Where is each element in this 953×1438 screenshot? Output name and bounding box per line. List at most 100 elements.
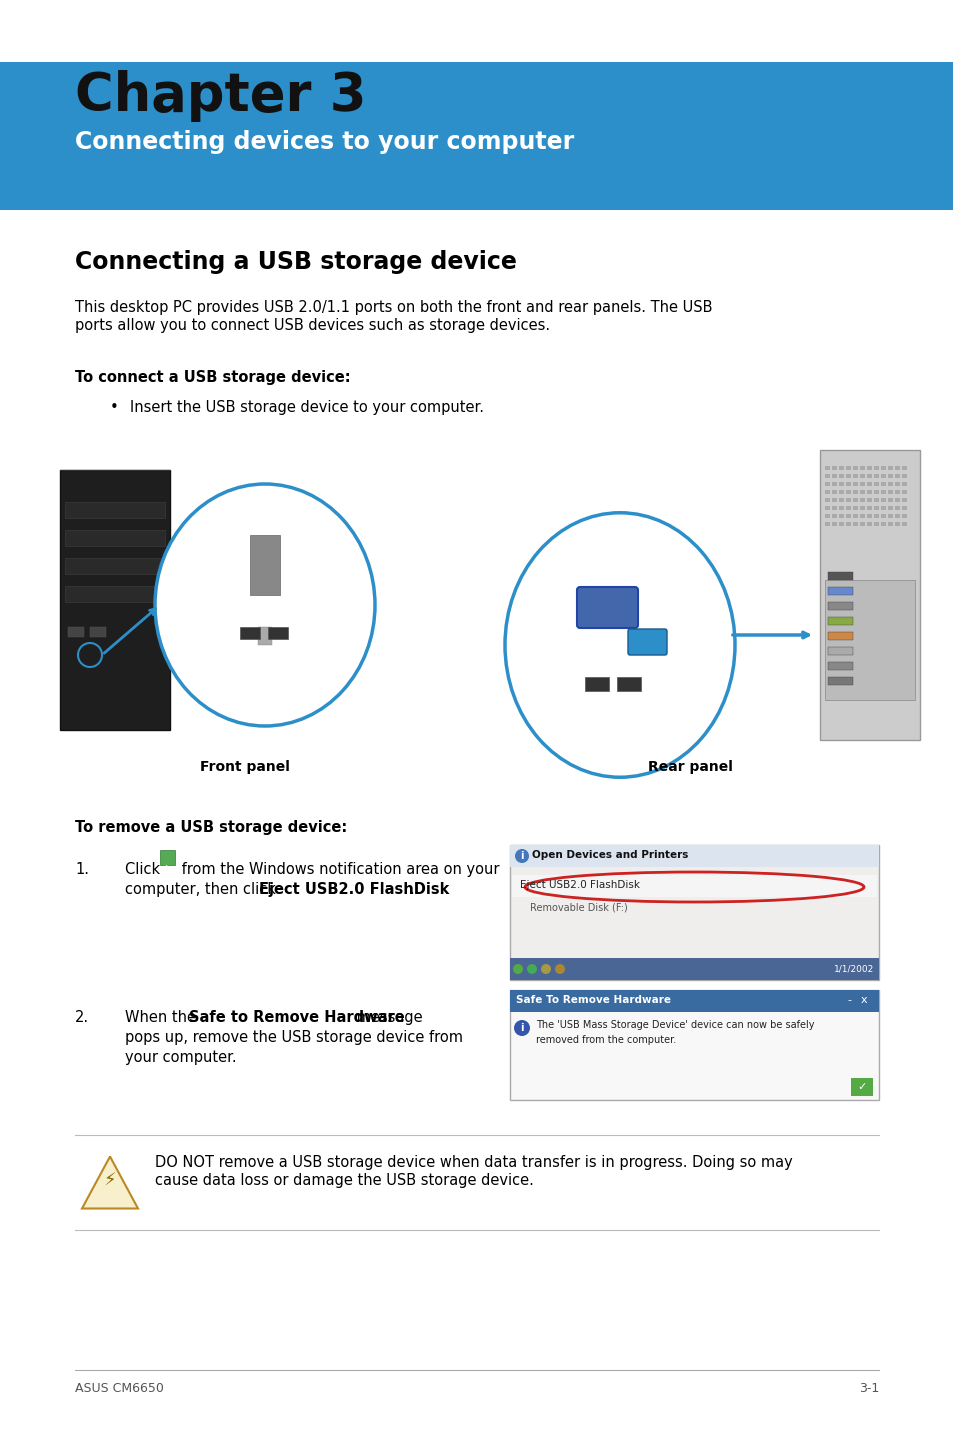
Bar	[824, 580, 914, 700]
Bar	[845, 490, 850, 495]
Text: The 'USB Mass Storage Device' device can now be safely: The 'USB Mass Storage Device' device can…	[536, 1020, 814, 1030]
Text: Rear panel: Rear panel	[647, 761, 732, 774]
Bar	[880, 482, 885, 486]
Bar	[859, 490, 864, 495]
Circle shape	[526, 963, 537, 974]
Text: •: •	[110, 400, 118, 416]
Text: ✓: ✓	[857, 1081, 865, 1091]
Bar	[845, 506, 850, 510]
Bar	[887, 513, 892, 518]
Bar	[827, 572, 852, 580]
Text: from the Windows notification area on your: from the Windows notification area on yo…	[177, 861, 499, 877]
Text: Safe To Remove Hardware: Safe To Remove Hardware	[516, 995, 670, 1005]
Bar	[866, 490, 871, 495]
Text: cause data loss or damage the USB storage device.: cause data loss or damage the USB storag…	[154, 1173, 534, 1188]
Bar	[873, 466, 878, 470]
Text: x: x	[861, 995, 866, 1005]
Bar	[866, 522, 871, 526]
Bar	[824, 513, 829, 518]
Text: i: i	[519, 851, 523, 861]
Bar	[887, 475, 892, 477]
Bar	[65, 587, 165, 603]
Bar	[838, 498, 843, 502]
Bar	[838, 466, 843, 470]
Bar	[827, 647, 852, 654]
Bar	[852, 466, 857, 470]
Bar	[852, 498, 857, 502]
Bar	[880, 498, 885, 502]
Bar	[257, 627, 272, 646]
Bar	[887, 490, 892, 495]
Bar	[873, 482, 878, 486]
Bar	[866, 475, 871, 477]
Bar	[510, 958, 878, 981]
Text: message: message	[352, 1009, 422, 1025]
Bar	[65, 531, 165, 546]
Bar	[894, 466, 899, 470]
Bar	[880, 490, 885, 495]
Text: ports allow you to connect USB devices such as storage devices.: ports allow you to connect USB devices s…	[75, 318, 550, 334]
Bar	[887, 506, 892, 510]
Bar	[852, 513, 857, 518]
Bar	[831, 498, 836, 502]
Bar	[827, 603, 852, 610]
Text: removed from the computer.: removed from the computer.	[536, 1035, 676, 1045]
Bar	[845, 498, 850, 502]
Bar	[845, 475, 850, 477]
Bar	[820, 450, 919, 741]
Bar	[894, 522, 899, 526]
Bar	[268, 627, 288, 638]
Text: -: -	[846, 995, 850, 1005]
Bar	[512, 874, 876, 897]
Bar	[827, 587, 852, 595]
Bar	[250, 535, 280, 595]
Text: To connect a USB storage device:: To connect a USB storage device:	[75, 370, 351, 385]
Bar	[894, 482, 899, 486]
Bar	[60, 470, 170, 731]
Text: DO NOT remove a USB storage device when data transfer is in progress. Doing so m: DO NOT remove a USB storage device when …	[154, 1155, 792, 1171]
Bar	[901, 490, 906, 495]
Bar	[894, 475, 899, 477]
Circle shape	[515, 848, 529, 863]
Bar	[866, 482, 871, 486]
Bar	[859, 522, 864, 526]
Bar	[824, 498, 829, 502]
Text: Connecting a USB storage device: Connecting a USB storage device	[75, 250, 517, 275]
Bar	[827, 661, 852, 670]
Bar	[894, 506, 899, 510]
Ellipse shape	[504, 513, 734, 778]
Bar	[827, 617, 852, 626]
Bar	[880, 513, 885, 518]
Bar	[887, 466, 892, 470]
Bar	[831, 506, 836, 510]
Bar	[866, 506, 871, 510]
Bar	[845, 522, 850, 526]
Bar	[866, 466, 871, 470]
Bar	[845, 466, 850, 470]
Bar	[859, 513, 864, 518]
Text: 2.: 2.	[75, 1009, 89, 1025]
Bar	[873, 498, 878, 502]
FancyBboxPatch shape	[510, 846, 878, 981]
Bar	[65, 558, 165, 574]
Text: Chapter 3: Chapter 3	[75, 70, 366, 122]
Bar	[0, 62, 953, 210]
Bar	[824, 506, 829, 510]
Bar	[824, 482, 829, 486]
Bar	[827, 677, 852, 684]
Text: Front panel: Front panel	[200, 761, 290, 774]
FancyBboxPatch shape	[510, 989, 878, 1100]
Bar	[584, 677, 608, 692]
FancyBboxPatch shape	[627, 628, 666, 654]
Text: computer, then click: computer, then click	[125, 881, 280, 897]
Text: This desktop PC provides USB 2.0/1.1 ports on both the front and rear panels. Th: This desktop PC provides USB 2.0/1.1 por…	[75, 301, 712, 315]
Bar	[901, 475, 906, 477]
Bar	[824, 466, 829, 470]
Text: Open Devices and Printers: Open Devices and Printers	[532, 850, 688, 860]
Circle shape	[540, 963, 551, 974]
Bar	[510, 846, 878, 867]
Bar	[859, 466, 864, 470]
Bar	[887, 522, 892, 526]
Bar	[617, 677, 640, 692]
Text: 3-1: 3-1	[858, 1382, 878, 1395]
